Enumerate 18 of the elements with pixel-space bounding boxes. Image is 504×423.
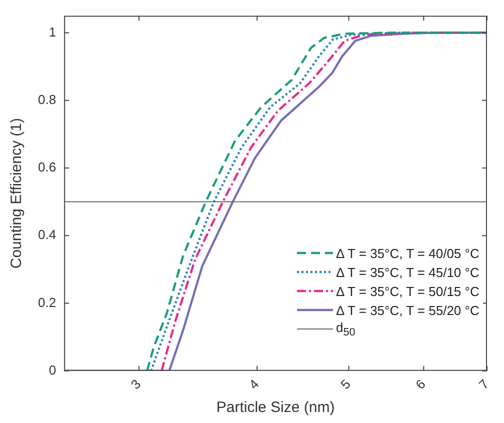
legend-label: Δ T = 35°C, T = 45/10 °C	[336, 264, 480, 280]
y-tick-label: 0	[48, 362, 56, 378]
y-tick-label: 0.6	[38, 160, 56, 175]
legend-label: Δ T = 35°C, T = 50/15 °C	[336, 284, 480, 299]
y-tick-label: 0.2	[38, 294, 56, 310]
y-tick-label: 0.4	[38, 227, 56, 242]
y-tick-label: 0.8	[38, 92, 56, 107]
y-axis-title: Counting Efficiency (1)	[8, 118, 26, 269]
x-tick-label: 5	[338, 376, 354, 392]
y-tick-label: 1	[48, 24, 56, 40]
x-axis-title: Particle Size (nm)	[216, 399, 335, 416]
x-tick-label: 7	[476, 376, 492, 392]
legend-label: Δ T = 35°C, T = 40/05 °C	[336, 246, 480, 261]
legend-label: d$_{50}$	[336, 320, 356, 339]
x-tick-label: 3	[128, 376, 144, 392]
x-tick-label: 6	[412, 376, 428, 392]
x-tick-label: 4	[246, 376, 262, 392]
legend-label: Δ T = 35°C, T = 55/20 °C	[336, 302, 480, 318]
